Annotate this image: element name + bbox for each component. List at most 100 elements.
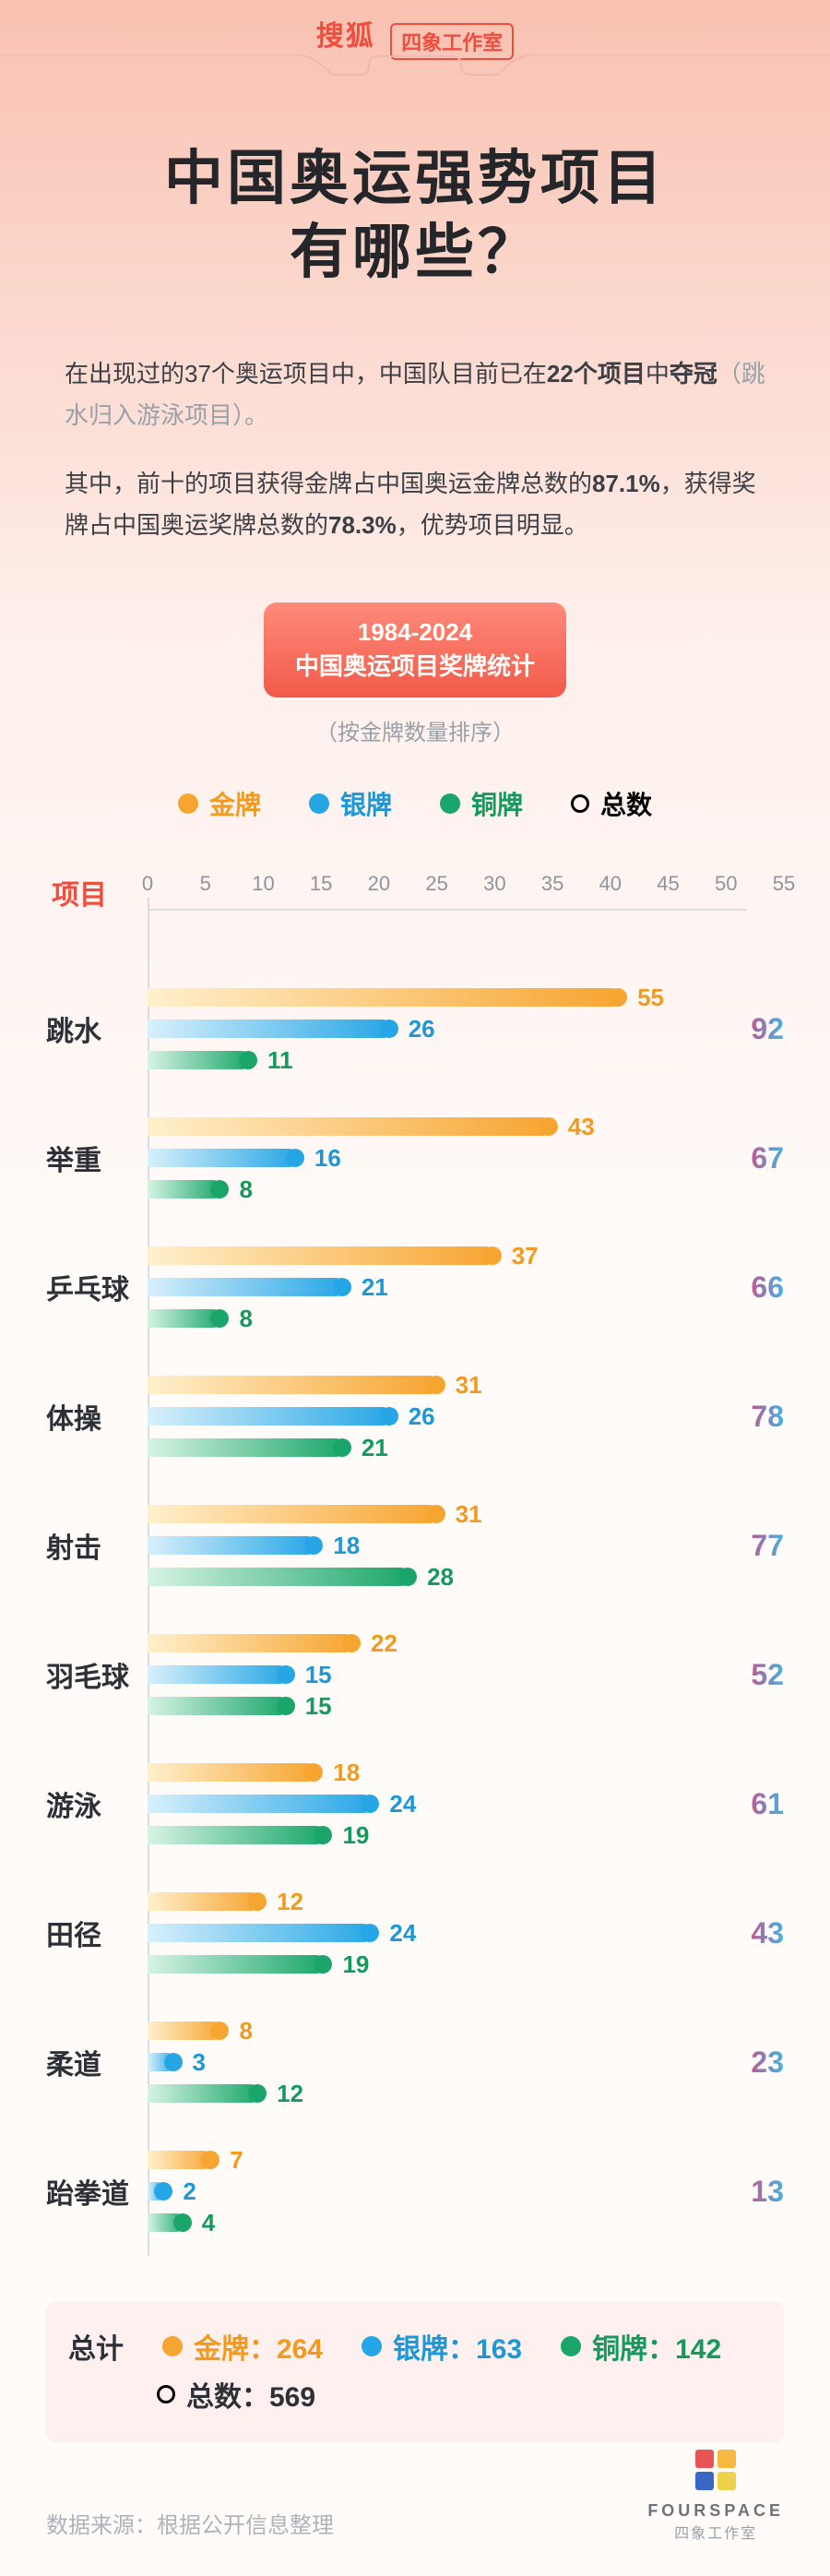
bar-line: 8 (148, 1176, 664, 1202)
totals-gold: 金牌：264 (162, 2326, 323, 2367)
sport-total: 78 (747, 1366, 784, 1466)
bar-value: 8 (239, 2017, 252, 2045)
totals-silver: 银牌：163 (362, 2326, 522, 2367)
bar (148, 1278, 345, 1296)
bar (148, 1505, 439, 1523)
sport-name: 羽毛球 (46, 1625, 148, 1724)
xtick: 35 (541, 872, 563, 896)
bar-value: 15 (305, 1692, 332, 1721)
bar-line: 28 (148, 1564, 664, 1590)
sport-name: 体操 (46, 1366, 148, 1466)
bar-line: 55 (148, 984, 664, 1010)
title-block: 中国奥运强势项目 有哪些？ (0, 141, 830, 289)
bar (148, 1438, 345, 1457)
gold-dot-icon (162, 2336, 183, 2356)
bar-line: 11 (148, 1047, 664, 1073)
sport-row: 乒乓球3721866 (46, 1222, 784, 1352)
header-bar: 搜狐 四象工作室 (0, 0, 830, 60)
sport-total: 23 (747, 2012, 784, 2112)
bar-value: 28 (427, 1563, 454, 1592)
bar (148, 2053, 176, 2071)
xtick: 40 (599, 872, 622, 896)
sport-row: 柔道831223 (46, 1998, 784, 2127)
bar-cap-dot (277, 1697, 295, 1715)
bar (148, 1892, 260, 1911)
bar-value: 55 (637, 984, 664, 1012)
xtick: 0 (142, 872, 153, 896)
bar (148, 1020, 392, 1038)
bar-line: 31 (148, 1372, 664, 1398)
bar-value: 18 (333, 1759, 360, 1787)
bar-line: 37 (148, 1243, 664, 1269)
bar-group: 7 2 4 (148, 2141, 747, 2241)
bar (148, 2151, 213, 2169)
bar-line: 43 (148, 1114, 664, 1139)
axis-horizontal (148, 909, 747, 911)
bar (148, 1376, 439, 1394)
sport-row: 游泳18241961 (46, 1739, 784, 1868)
bar-cap-dot (201, 2151, 219, 2169)
sport-name: 乒乓球 (46, 1237, 148, 1337)
bar-group: 43168 (148, 1108, 747, 1208)
xtick: 30 (483, 872, 505, 896)
bar (148, 2213, 185, 2232)
bar-line: 4 (148, 2210, 664, 2236)
bar-line: 21 (148, 1274, 664, 1300)
sport-total: 52 (747, 1625, 784, 1724)
sport-name: 柔道 (46, 2012, 148, 2112)
chart-rows: 跳水55261192举重4316867乒乓球3721866体操31262178射… (46, 912, 784, 2256)
bar (148, 1051, 251, 1069)
bar (148, 1407, 392, 1425)
bar-value: 2 (183, 2177, 196, 2206)
totals-panel: 总计 金牌：264 银牌：163 铜牌：142 总数：569 (46, 2302, 784, 2442)
bar-line: 12 (148, 1889, 664, 1914)
bar (148, 1634, 354, 1652)
bar (148, 1180, 222, 1199)
bar-cap-dot (361, 1795, 379, 1813)
bar-cap-dot (427, 1505, 445, 1523)
title-line-1: 中国奥运强势项目 (164, 145, 666, 211)
legend-gold: 金牌 (178, 785, 261, 822)
bar (148, 2084, 260, 2103)
sport-name: 举重 (46, 1108, 148, 1208)
bar-line: 26 (148, 1403, 664, 1429)
sport-total: 43 (747, 1883, 784, 1983)
bar-line: 7 (148, 2147, 664, 2173)
total-ring-icon (157, 2385, 175, 2403)
xtick: 5 (200, 872, 211, 896)
sport-row: 举重4316867 (46, 1093, 784, 1222)
sport-name: 跳水 (46, 979, 148, 1079)
silver-dot-icon (309, 793, 329, 814)
chart-legend: 金牌 银牌 铜牌 总数 (0, 785, 830, 822)
bar-value: 12 (277, 2080, 303, 2108)
bar-value: 18 (333, 1532, 360, 1560)
bar (148, 1536, 316, 1555)
bar-value: 19 (342, 1950, 369, 1979)
bar-cap-dot (427, 1376, 445, 1394)
sport-name: 田径 (46, 1883, 148, 1983)
sport-row: 射击31182877 (46, 1481, 784, 1610)
bar-group: 311828 (148, 1496, 747, 1595)
intro-p2: 其中，前十的项目获得金牌占中国奥运金牌总数的87.1%，获得奖牌占中国奥运奖牌总… (65, 463, 765, 547)
bar-group: 8312 (148, 2012, 747, 2112)
xtick: 20 (368, 872, 390, 896)
bar (148, 1665, 289, 1684)
bar-cap-dot (609, 988, 627, 1007)
bar-value: 21 (362, 1434, 388, 1462)
legend-silver: 银牌 (309, 785, 392, 822)
silver-dot-icon (362, 2336, 382, 2356)
xtick: 55 (773, 872, 795, 896)
bar-value: 24 (389, 1790, 416, 1819)
bar (148, 1117, 551, 1136)
title-line-2: 有哪些？ (290, 219, 540, 285)
sport-total: 66 (747, 1237, 784, 1337)
bar-line: 15 (148, 1662, 664, 1688)
bar-cap-dot (210, 1180, 229, 1199)
bar-value: 8 (239, 1175, 252, 1204)
xtick: 45 (657, 872, 679, 896)
bar-cap-dot (314, 1826, 332, 1844)
bar (148, 1924, 373, 1942)
bar-value: 37 (512, 1242, 539, 1270)
gold-dot-icon (178, 793, 198, 814)
bar (148, 988, 621, 1007)
